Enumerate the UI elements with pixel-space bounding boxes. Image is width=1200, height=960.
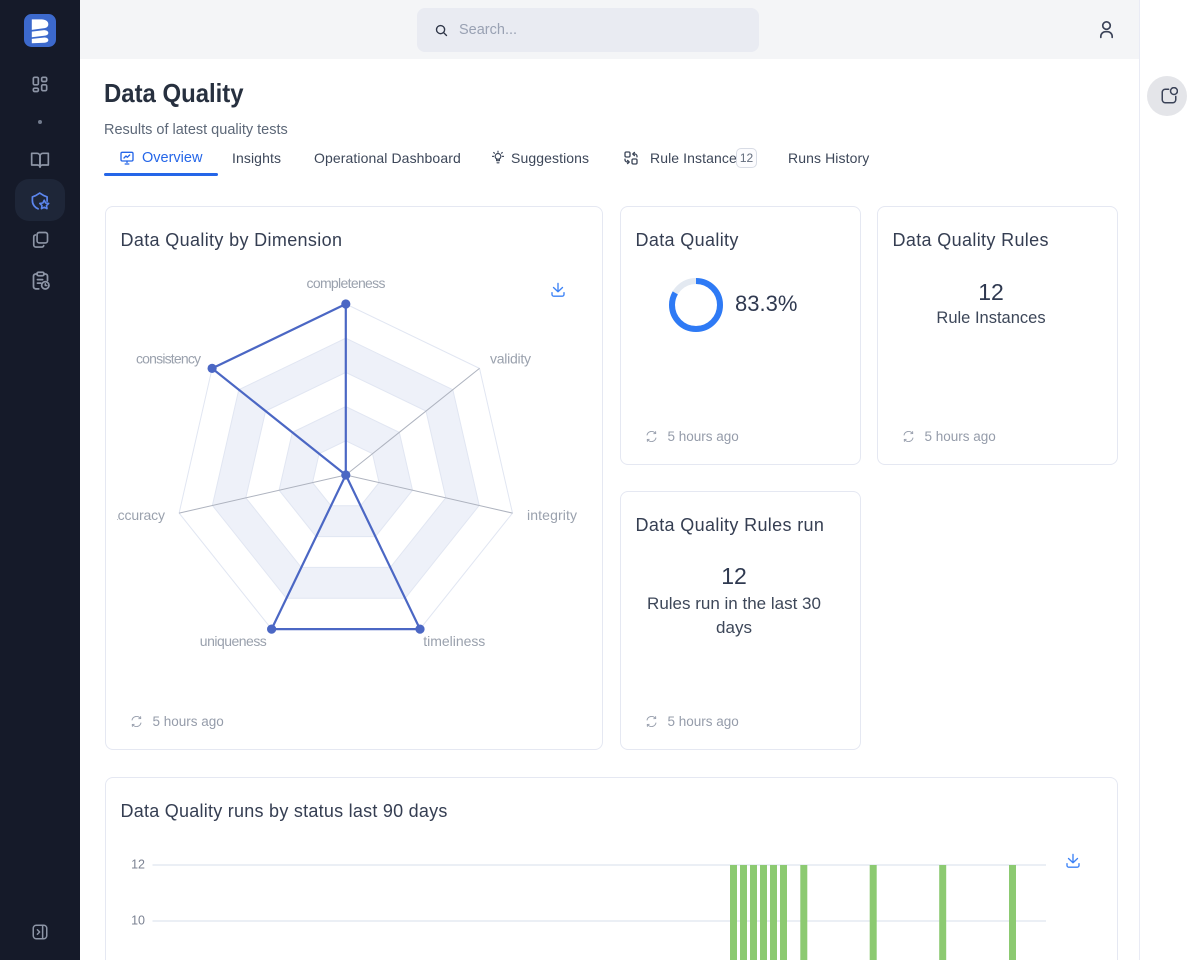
svg-text:validity: validity	[490, 351, 531, 367]
svg-text:integrity: integrity	[527, 507, 577, 523]
svg-text:timeliness: timeliness	[423, 633, 485, 649]
svg-text:accuracy: accuracy	[117, 507, 165, 523]
svg-text:consistency: consistency	[136, 351, 201, 367]
svg-text:10: 10	[131, 914, 145, 928]
svg-text:completeness: completeness	[307, 275, 386, 291]
svg-text:uniqueness: uniqueness	[200, 633, 267, 649]
svg-text:12: 12	[131, 858, 145, 872]
